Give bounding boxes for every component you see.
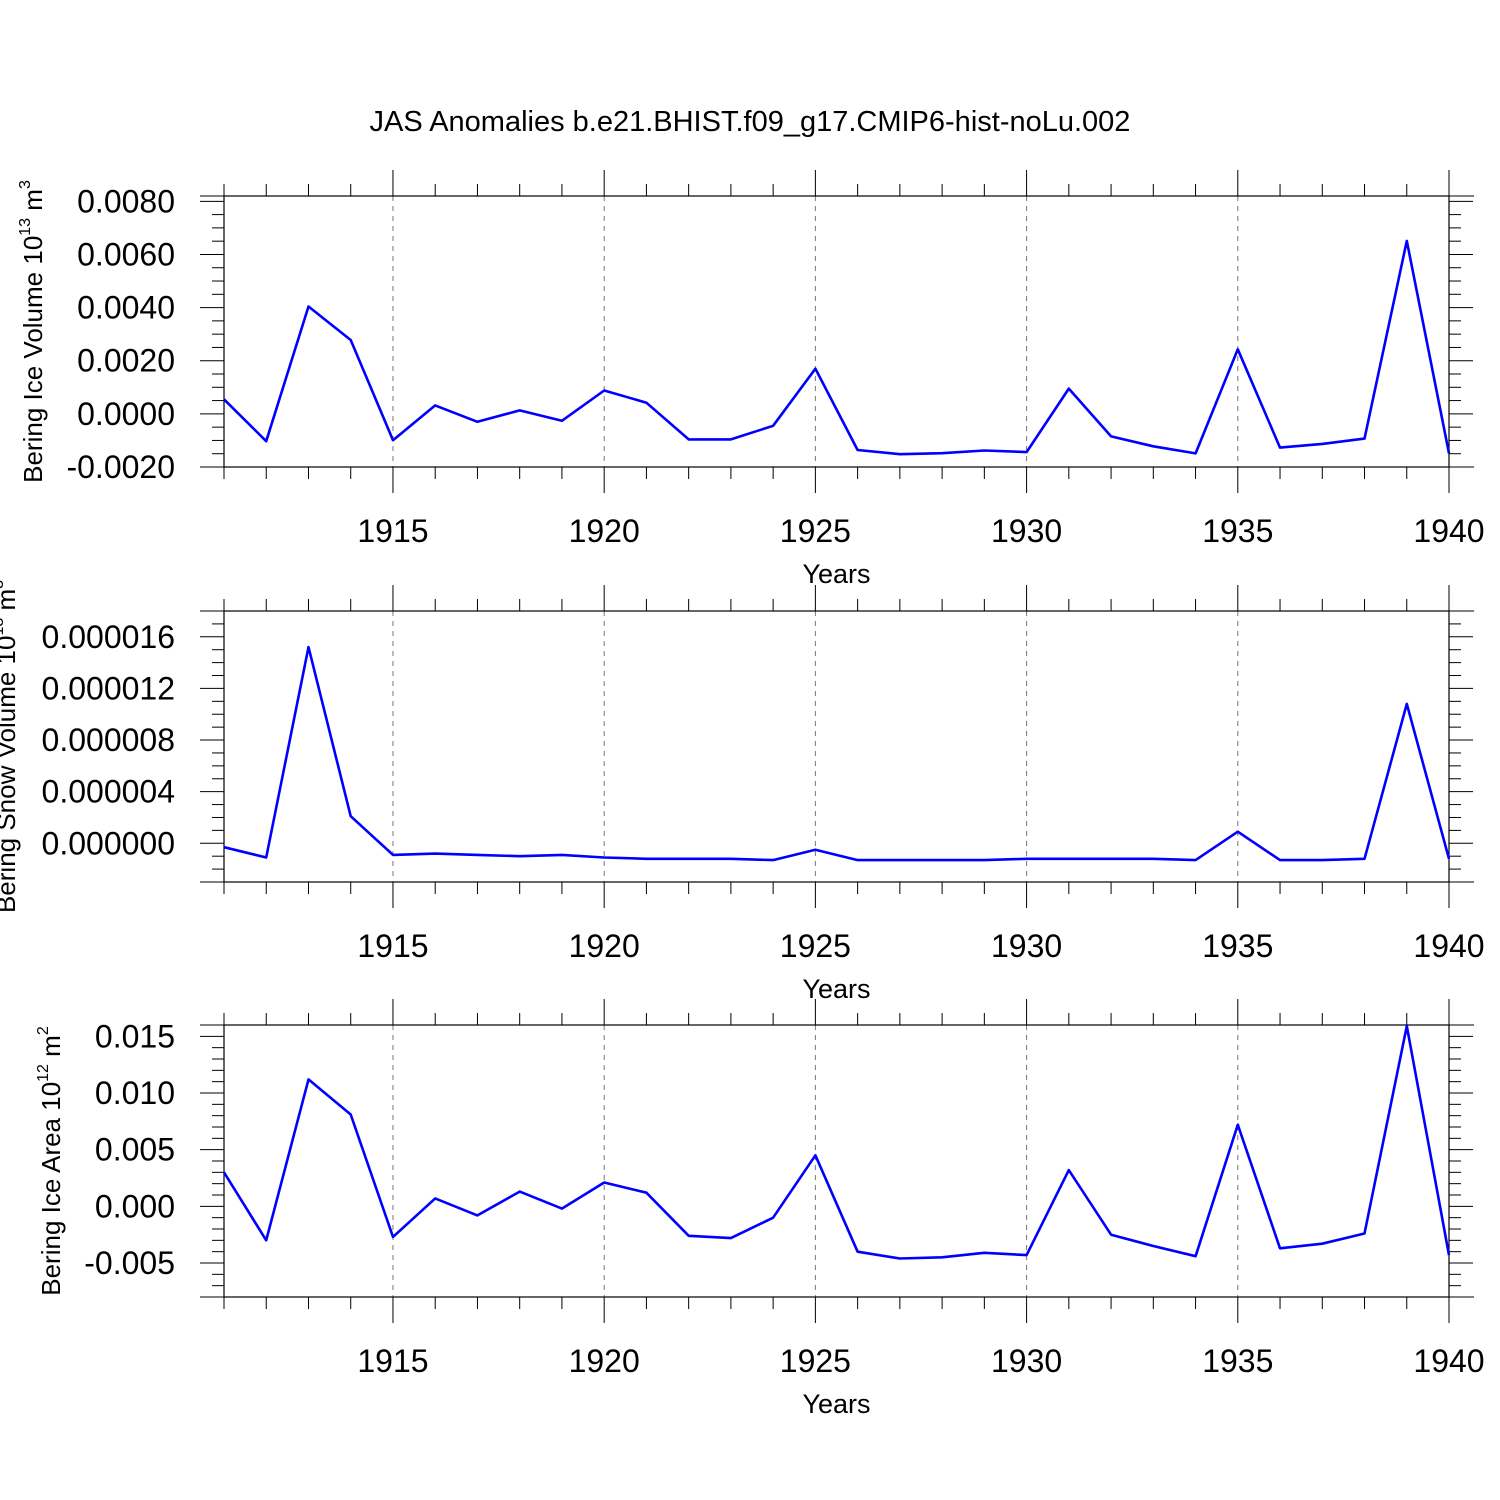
chart-2-xtick-label-1930: 1930 [991,1343,1062,1379]
chart-2-xtick-label-1925: 1925 [780,1343,851,1379]
chart-1-ytick-label-4: 0.000016 [42,619,175,655]
chart-1-xtick-label-1930: 1930 [991,928,1062,964]
chart-title: JAS Anomalies b.e21.BHIST.f09_g17.CMIP6-… [370,106,1131,138]
chart-1-ytick-label-0: 0.000000 [42,825,175,861]
chart-0-ytick-label-0: -0.0020 [66,449,175,485]
chart-0-xtick-label-1940: 1940 [1413,513,1484,549]
chart-2-xtick-label-1920: 1920 [569,1343,640,1379]
chart-0-xtick-label-1925: 1925 [780,513,851,549]
chart-0-y-axis-title-part-0: Bering Ice Volume 10 [18,236,48,483]
chart-2-ytick-label-4: 0.015 [95,1018,175,1054]
chart-0-xtick-label-1930: 1930 [991,513,1062,549]
chart-2-ytick-label-2: 0.005 [95,1132,175,1168]
chart-1-xtick-label-1915: 1915 [357,928,428,964]
panel-ice-area: 1915 1920 1925 1930 1935 1940 Years -0.005 0.000… [35,999,1485,1419]
chart-1-y-axis-title: Bering Snow Volume 1013 m3 [0,580,21,913]
chart-2-y-axis-title-part-1: 12 [35,1064,52,1082]
panel-snow-volume: 1915 1920 1925 1930 1935 1940 Years 0.000000 0.0… [0,580,1485,1004]
chart-2-y-axis-title-part-0: Bering Ice Area 10 [36,1082,66,1296]
chart-2-y-axis-title-part-2: m [36,1035,66,1064]
chart-1-y-axis-title-part-1: 13 [0,618,7,636]
chart-0-y-axis-title-part-3: 3 [17,180,34,189]
chart-1-xtick-label-1925: 1925 [780,928,851,964]
chart-0-plot-frame [223,195,1450,468]
panel-ice-volume: 1915 1920 1925 1930 1935 1940 Years -0.0020 0.00… [17,170,1485,589]
chart-2-xtick-label-1935: 1935 [1202,1343,1273,1379]
chart-2-ytick-label-3: 0.010 [95,1075,175,1111]
chart-1-ytick-label-1: 0.000004 [42,774,175,810]
chart-1-ytick-label-3: 0.000012 [42,670,175,706]
chart-2-series-line-0 [222,1024,1451,1260]
chart-2-ytick-label-1: 0.000 [95,1188,175,1224]
chart-1-y-axis-title-part-3: 3 [0,580,7,589]
chart-0-ytick-label-4: 0.0060 [77,236,175,272]
chart-0-ytick-label-1: 0.0000 [77,396,175,432]
chart-0-xtick-label-1920: 1920 [569,513,640,549]
chart-0-y-axis-title: Bering Ice Volume 1013 m3 [17,180,48,483]
chart-2-ytick-label-0: -0.005 [84,1245,175,1281]
chart-1-y-axis-title-part-0: Bering Snow Volume 10 [0,636,21,914]
chart-0-series-line-0 [223,239,1451,456]
chart-0-xtick-label-1915: 1915 [357,513,428,549]
chart-2-plot-frame [223,1024,1450,1298]
chart-2-y-axis-title: Bering Ice Area 1012 m2 [35,1026,66,1296]
chart-0-y-axis-title-part-2: m [18,189,48,218]
chart-1-xtick-label-1920: 1920 [569,928,640,964]
chart-0-x-axis-title: Years [802,559,870,589]
chart-2-y-axis-title-part-3: 2 [35,1026,52,1035]
chart-1-plot-frame [223,610,1450,883]
chart-0-ytick-label-5: 0.0080 [77,183,175,219]
chart-2-x-axis-title: Years [802,1389,870,1419]
chart-1-series-line-0 [223,645,1451,862]
chart-0-xtick-label-1935: 1935 [1202,513,1273,549]
chart-2-xtick-label-1940: 1940 [1413,1343,1484,1379]
chart-1-xtick-label-1935: 1935 [1202,928,1273,964]
chart-1-xtick-label-1940: 1940 [1413,928,1484,964]
chart-0-y-axis-title-part-1: 13 [17,218,34,236]
chart-1-x-axis-title: Years [802,974,870,1004]
chart-2-xtick-label-1915: 1915 [357,1343,428,1379]
chart-1-y-axis-title-part-2: m [0,589,21,618]
chart-0-ytick-label-3: 0.0040 [77,290,175,326]
chart-1-ytick-label-2: 0.000008 [42,722,175,758]
chart-0-ytick-label-2: 0.0020 [77,343,175,379]
